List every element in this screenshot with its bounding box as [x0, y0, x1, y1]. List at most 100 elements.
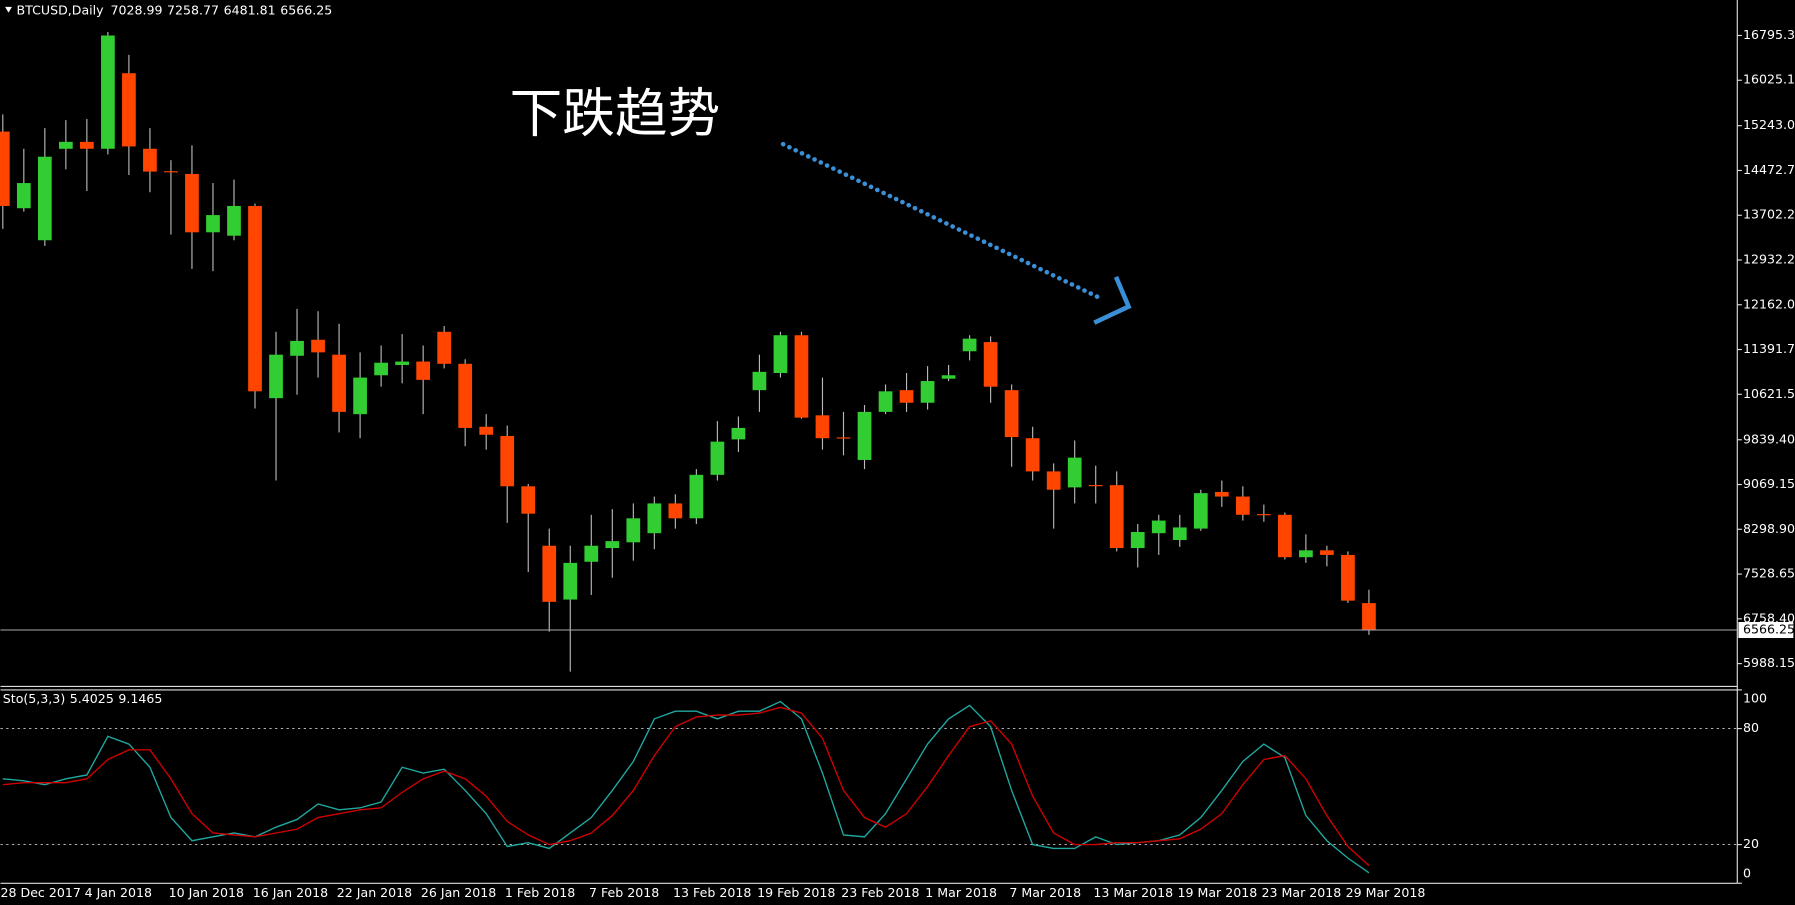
candle-body	[1088, 485, 1103, 487]
candle-body	[689, 474, 704, 519]
candle-body	[857, 411, 872, 460]
candle-body	[416, 361, 431, 380]
candle-body	[58, 141, 73, 149]
candle-body	[269, 354, 283, 399]
indicator-d-value: 9.1465	[118, 691, 162, 706]
y-tick-label: 20	[1743, 836, 1759, 851]
candle-body	[1109, 485, 1124, 549]
candle-body	[1235, 496, 1250, 515]
candle-body	[647, 503, 662, 534]
x-tick-label: 26 Jan 2018	[421, 885, 496, 900]
candle-body	[794, 335, 809, 418]
y-tick-label: 10621.50	[1743, 386, 1795, 401]
trend-arrow	[780, 141, 1104, 301]
header-close: 6566.25	[280, 2, 332, 17]
chart-header: BTCUSD,Daily 7028.99 7258.77 6481.81 6566.25	[17, 2, 333, 17]
x-tick-label: 1 Mar 2018	[925, 885, 997, 900]
candle-body	[731, 427, 746, 440]
candle-body	[1151, 520, 1166, 534]
candle-body	[374, 362, 388, 376]
header-high: 7258.77	[167, 2, 219, 17]
indicator-k-value: 5.4025	[70, 691, 114, 706]
y-tick-label: 9069.15	[1743, 476, 1795, 491]
candle-body	[332, 354, 346, 412]
x-tick-label: 29 Mar 2018	[1346, 885, 1426, 900]
x-tick-label: 13 Mar 2018	[1093, 885, 1173, 900]
candle-body	[290, 340, 304, 356]
y-tick-label: 5988.15	[1743, 655, 1795, 670]
y-tick-label: 13702.25	[1743, 207, 1795, 222]
candle-body	[458, 363, 473, 428]
candle-body	[500, 435, 515, 487]
candle-body	[248, 205, 262, 392]
x-tick-label: 13 Feb 2018	[673, 885, 751, 900]
candle-body	[1214, 491, 1229, 497]
y-tick-label: 14472.75	[1743, 162, 1795, 177]
y-tick-label: 0	[1743, 866, 1751, 881]
candle-body	[584, 545, 599, 562]
candle-body	[668, 503, 683, 519]
candle-body	[0, 131, 10, 206]
candle-body	[395, 361, 409, 365]
x-tick-label: 16 Jan 2018	[253, 885, 328, 900]
chart-title: BTCUSD,Daily	[17, 2, 105, 17]
x-tick-label: 28 Dec 2017	[1, 885, 81, 900]
x-tick-label: 1 Feb 2018	[505, 885, 575, 900]
candle-body	[185, 173, 199, 233]
y-tick-label: 16025.10	[1743, 72, 1795, 87]
x-tick-label: 23 Mar 2018	[1262, 885, 1342, 900]
candle-body	[773, 335, 788, 374]
annotation: 下跌趋势	[510, 83, 720, 144]
indicator-line	[2, 700, 1370, 874]
indicator-line	[2, 706, 1370, 867]
candle-body	[437, 331, 452, 364]
candle-body	[983, 342, 998, 387]
candle-body	[521, 486, 536, 514]
candle-body	[206, 215, 220, 233]
candle-body	[1320, 550, 1334, 555]
y-tick-label: 11391.75	[1743, 341, 1795, 356]
y-tick-label: 16795.35	[1743, 27, 1795, 42]
candle-body	[710, 441, 725, 475]
header-open: 7028.99	[110, 2, 162, 17]
y-tick-label: 12932.25	[1743, 251, 1795, 266]
x-tick-label: 23 Feb 2018	[841, 885, 919, 900]
candle-body	[1278, 514, 1292, 558]
y-tick-label: 6758.40	[1743, 610, 1795, 625]
current-price-label: 6566.25	[1743, 621, 1795, 636]
candle-body	[16, 183, 31, 209]
y-tick-label: 7528.65	[1743, 566, 1795, 581]
candle-body	[227, 205, 241, 236]
candle-body	[1004, 390, 1019, 438]
candle-body	[626, 518, 641, 543]
x-tick-label: 4 Jan 2018	[85, 885, 152, 900]
candle-body	[563, 562, 578, 600]
x-tick-label: 7 Feb 2018	[589, 885, 659, 900]
candle-body	[1256, 514, 1271, 516]
indicator-title: Sto(5,3,3)	[3, 691, 65, 706]
candle-body	[542, 545, 557, 602]
candle-body	[752, 371, 767, 391]
y-tick-label: 9839.40	[1743, 431, 1795, 446]
candle-body	[1193, 493, 1208, 529]
candle-body	[1172, 527, 1187, 541]
candle-body	[920, 381, 935, 403]
candle-body	[605, 541, 620, 549]
candle-body	[122, 73, 136, 147]
current-price-box	[1738, 621, 1794, 639]
candle-body	[962, 338, 977, 352]
candle-body	[815, 415, 830, 439]
y-tick-label: 80	[1743, 720, 1759, 735]
candle-body	[143, 148, 157, 172]
header-low: 6481.81	[224, 2, 276, 17]
x-tick-label: 19 Feb 2018	[757, 885, 835, 900]
candle-body	[311, 339, 325, 353]
candle-body	[353, 377, 367, 415]
candle-body	[1362, 603, 1376, 630]
x-tick-label: 22 Jan 2018	[337, 885, 412, 900]
candle-body	[836, 437, 851, 439]
candle-body	[1299, 550, 1313, 558]
y-tick-label: 12162.00	[1743, 296, 1795, 311]
